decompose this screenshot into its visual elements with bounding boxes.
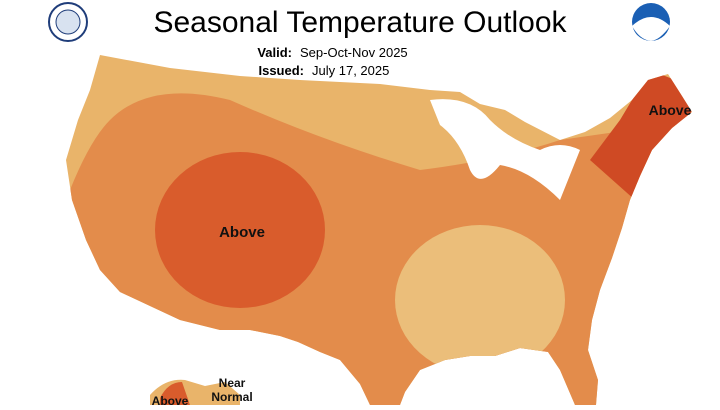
title: Seasonal Temperature Outlook	[153, 6, 567, 39]
alaska	[150, 379, 240, 405]
region-northeast	[590, 70, 692, 200]
region-southeast	[395, 225, 565, 375]
region-label: Near	[219, 376, 246, 390]
valid-label: Valid:	[257, 45, 292, 60]
logo-commerce	[48, 2, 88, 42]
issued-label: Issued:	[258, 63, 304, 78]
region-label: Normal	[211, 390, 252, 404]
issued-value: July 17, 2025	[312, 63, 389, 78]
logo-noaa	[632, 3, 670, 41]
region-label: Above	[649, 102, 692, 118]
region-label: Above	[219, 224, 265, 241]
valid-value: Sep-Oct-Nov 2025	[300, 45, 408, 60]
region-label: Above	[152, 394, 189, 405]
great-lakes	[430, 99, 580, 200]
region-west	[155, 152, 325, 308]
